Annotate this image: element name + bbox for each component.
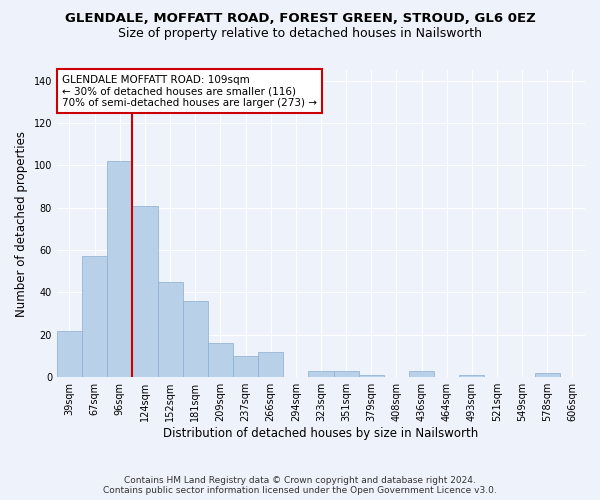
Bar	[535, 373, 560, 377]
Bar	[308, 371, 334, 377]
Bar	[258, 352, 283, 377]
Bar	[57, 330, 82, 377]
Bar	[133, 206, 158, 377]
Text: GLENDALE, MOFFATT ROAD, FOREST GREEN, STROUD, GL6 0EZ: GLENDALE, MOFFATT ROAD, FOREST GREEN, ST…	[65, 12, 535, 26]
Bar	[459, 375, 484, 377]
Bar	[233, 356, 258, 377]
Text: GLENDALE MOFFATT ROAD: 109sqm
← 30% of detached houses are smaller (116)
70% of : GLENDALE MOFFATT ROAD: 109sqm ← 30% of d…	[62, 74, 317, 108]
Bar	[158, 282, 182, 377]
Bar	[409, 371, 434, 377]
X-axis label: Distribution of detached houses by size in Nailsworth: Distribution of detached houses by size …	[163, 427, 479, 440]
Bar	[107, 161, 133, 377]
Bar	[334, 371, 359, 377]
Bar	[182, 301, 208, 377]
Bar	[359, 375, 384, 377]
Text: Contains HM Land Registry data © Crown copyright and database right 2024.
Contai: Contains HM Land Registry data © Crown c…	[103, 476, 497, 495]
Bar	[208, 344, 233, 377]
Text: Size of property relative to detached houses in Nailsworth: Size of property relative to detached ho…	[118, 28, 482, 40]
Y-axis label: Number of detached properties: Number of detached properties	[15, 130, 28, 316]
Bar	[82, 256, 107, 377]
